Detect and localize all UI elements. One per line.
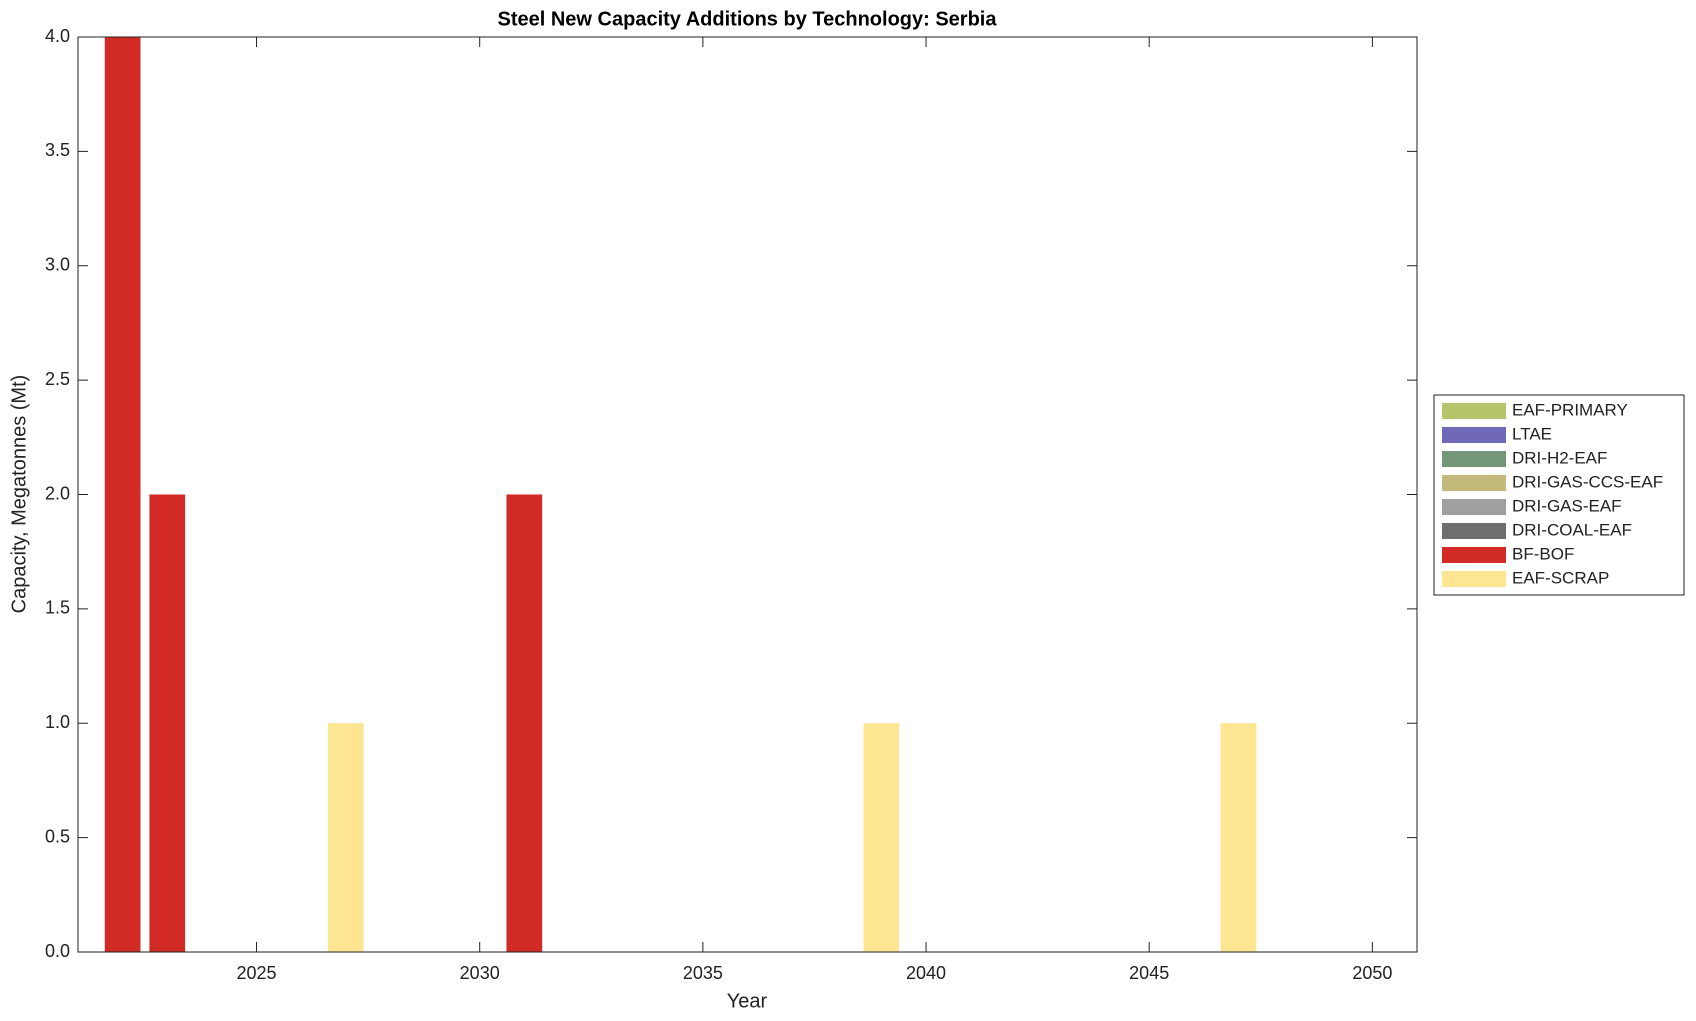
x-axis-label: Year [727,990,768,1012]
legend-swatch [1442,547,1506,563]
legend-label: DRI-GAS-EAF [1512,496,1622,515]
legend-swatch [1442,427,1506,443]
legend-label: EAF-PRIMARY [1512,400,1628,419]
y-tick-label: 1.5 [45,598,70,618]
legend-swatch [1442,523,1506,539]
legend-label: EAF-SCRAP [1512,568,1609,587]
x-tick-label: 2035 [683,963,723,983]
legend-swatch [1442,499,1506,515]
chart-title: Steel New Capacity Additions by Technolo… [498,8,998,30]
y-tick-label: 1.0 [45,712,70,732]
y-tick-label: 2.5 [45,369,70,389]
plot-frame [77,36,1418,953]
x-tick-label: 2025 [237,963,277,983]
y-tick-label: 3.5 [45,140,70,160]
y-tick-label: 4.0 [45,26,70,46]
legend-label: DRI-GAS-CCS-EAF [1512,472,1663,491]
bar [863,723,900,952]
y-tick-label: 0.5 [45,826,70,846]
bar [1220,723,1257,952]
bar [327,723,364,952]
legend-label: BF-BOF [1512,544,1574,563]
legend-label: DRI-COAL-EAF [1512,520,1632,539]
bar [104,37,141,952]
legend-swatch [1442,571,1506,587]
legend-swatch [1442,451,1506,467]
y-tick-label: 3.0 [45,255,70,275]
y-axis-label: Capacity, Megatonnes (Mt) [8,375,30,614]
legend-label: DRI-H2-EAF [1512,448,1607,467]
bar [149,494,186,952]
y-tick-label: 2.0 [45,483,70,503]
x-tick-label: 2040 [906,963,946,983]
bar [506,494,543,952]
legend-label: LTAE [1512,424,1552,443]
legend-swatch [1442,403,1506,419]
y-tick-label: 0.0 [45,941,70,961]
legend-box [1433,394,1685,596]
x-tick-label: 2045 [1129,963,1169,983]
x-tick-label: 2030 [460,963,500,983]
x-tick-label: 2050 [1352,963,1392,983]
legend-swatch [1442,475,1506,491]
